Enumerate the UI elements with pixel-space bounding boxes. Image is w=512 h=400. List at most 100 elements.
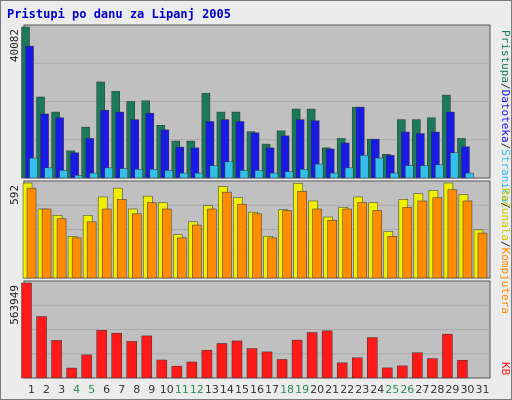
x-tick-day-27: 27 (415, 383, 429, 396)
bar-stranica-day-14 (224, 161, 234, 179)
bar-stranica-day-26 (405, 165, 414, 179)
bar-kompjutera-day-21 (327, 219, 337, 279)
bar-stranica-day-15 (239, 170, 249, 179)
bar-stranica-day-8 (134, 169, 143, 179)
bar-kompjutera-day-4 (71, 237, 82, 279)
bar-kb-day-22 (336, 362, 348, 379)
bar-stranica-day-1 (29, 157, 38, 179)
x-tick-day-1: 1 (28, 383, 35, 396)
right-label-top-part: Pristupa (499, 30, 512, 83)
x-tick-day-4: 4 (73, 383, 80, 396)
bar-stranica-day-17 (269, 172, 279, 179)
x-tick-day-22: 22 (340, 383, 354, 396)
bar-stranica-day-5 (89, 172, 98, 179)
x-tick-day-2: 2 (43, 383, 50, 396)
bar-stranica-day-27 (420, 165, 429, 179)
bar-kb-day-25 (382, 367, 393, 379)
bar-datoteka-day-3 (55, 117, 64, 179)
bar-kompjutera-day-11 (177, 237, 187, 279)
bar-kb-day-10 (156, 359, 168, 379)
x-tick-day-8: 8 (133, 383, 140, 396)
right-label-bottom: KB (499, 362, 512, 376)
bar-stranica-day-25 (390, 172, 399, 179)
bar-kompjutera-day-15 (237, 203, 247, 279)
bar-kompjutera-day-16 (252, 213, 262, 279)
bar-kompjutera-day-17 (267, 237, 277, 279)
bar-kb-day-5 (81, 354, 92, 379)
bar-kompjutera-day-23 (357, 202, 367, 279)
bar-datoteka-day-7 (115, 111, 124, 179)
bar-stranica-day-18 (284, 171, 294, 179)
x-tick-day-11: 11 (175, 383, 189, 396)
bar-kb-day-23 (351, 357, 363, 379)
right-label-top-part: Datoteka (499, 90, 512, 143)
bar-stranica-day-7 (119, 168, 128, 179)
bar-stranica-day-24 (375, 157, 384, 179)
bar-stranica-day-23 (359, 155, 369, 179)
bar-datoteka-day-9 (145, 112, 155, 179)
bar-kompjutera-day-10 (162, 208, 172, 279)
bar-kb-day-14 (216, 343, 228, 379)
x-tick-day-28: 28 (430, 383, 444, 396)
right-label-mid-part: Računala (499, 188, 512, 241)
bar-datoteka-day-5 (85, 138, 94, 179)
bar-stranica-day-6 (104, 167, 113, 179)
bar-kb-day-8 (126, 341, 137, 379)
bar-kb-day-26 (397, 365, 408, 379)
bar-kompjutera-day-20 (312, 208, 322, 279)
x-tick-day-6: 6 (103, 383, 110, 396)
bar-kb-day-4 (66, 367, 77, 379)
x-tick-day-23: 23 (355, 383, 369, 396)
x-tick-day-24: 24 (370, 383, 384, 396)
bar-kb-day-19 (291, 339, 303, 379)
bar-kb-day-2 (36, 316, 47, 379)
right-label-mid-part: Kompjutera (499, 248, 512, 314)
bar-kb-day-6 (96, 330, 107, 379)
bar-kompjutera-day-22 (342, 208, 352, 279)
bar-kompjutera-day-1 (26, 187, 37, 279)
bar-kb-day-18 (276, 359, 288, 379)
bar-kb-day-17 (261, 351, 273, 379)
x-tick-day-26: 26 (400, 383, 414, 396)
x-tick-day-9: 9 (148, 383, 155, 396)
bar-kb-day-13 (201, 349, 213, 379)
right-label-top-part: Stranica (499, 149, 512, 202)
bar-kompjutera-day-14 (222, 191, 232, 279)
bar-kb-day-3 (51, 340, 62, 379)
bar-kb-day-21 (321, 330, 333, 379)
ymax-label-2: 592 (8, 185, 21, 205)
bar-kb-day-24 (367, 337, 378, 379)
x-tick-day-17: 17 (265, 383, 279, 396)
right-label-top-part: / (499, 143, 512, 150)
x-tick-day-30: 30 (460, 383, 474, 396)
bar-kompjutera-day-2 (41, 208, 52, 279)
bar-kompjutera-day-9 (147, 202, 157, 279)
bar-kb-day-1 (21, 282, 32, 379)
bar-stranica-day-19 (299, 169, 309, 179)
bar-stranica-day-30 (465, 172, 474, 179)
bar-stranica-day-20 (314, 163, 324, 179)
x-tick-day-14: 14 (220, 383, 234, 396)
bar-kompjutera-day-19 (297, 191, 307, 279)
x-tick-day-29: 29 (445, 383, 459, 396)
chart-title: Pristupi po danu za Lipanj 2005 (7, 7, 231, 21)
bar-datoteka-day-15 (235, 121, 245, 179)
ymax-label-3: 563949 (8, 285, 21, 325)
bar-stranica-day-11 (179, 172, 189, 179)
bar-kb-day-28 (427, 358, 438, 379)
right-label-mid: Računala/ Kompjutera (499, 188, 512, 314)
bar-kompjutera-day-7 (116, 199, 127, 279)
right-label-top-part: / (499, 202, 512, 209)
x-tick-day-10: 10 (160, 383, 174, 396)
x-tick-day-5: 5 (88, 383, 95, 396)
bar-kompjutera-day-24 (372, 210, 383, 279)
x-tick-day-3: 3 (58, 383, 65, 396)
bar-kb-day-29 (442, 333, 453, 379)
bar-stranica-day-13 (209, 165, 219, 179)
right-label-top: Pristupa/Datoteka/Stranica/ (499, 30, 512, 209)
bar-kompjutera-day-28 (432, 197, 443, 279)
bar-kb-day-11 (171, 365, 183, 379)
bar-kb-day-16 (246, 348, 258, 379)
right-label-bottom-part: KB (499, 362, 512, 376)
bar-kompjutera-day-5 (86, 221, 97, 279)
